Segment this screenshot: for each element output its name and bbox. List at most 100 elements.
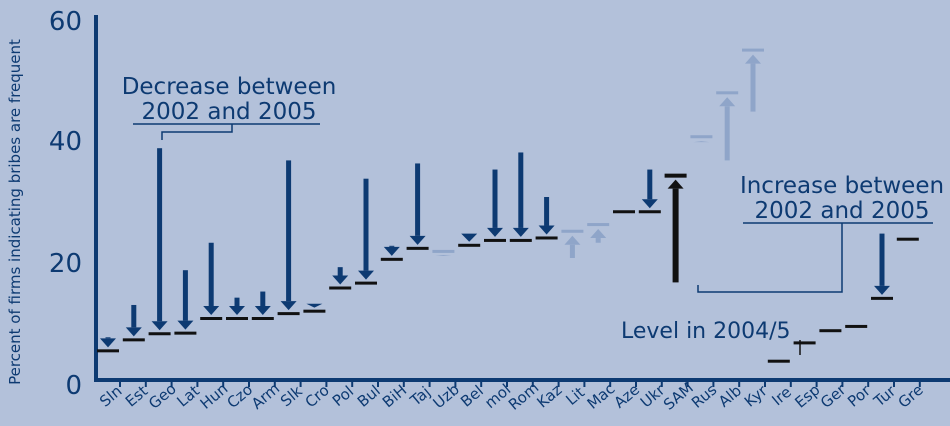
mark-bih [380,245,403,261]
arrowhead-est [125,327,142,337]
mark-tur [871,233,893,300]
level-czo [226,317,248,320]
mark-kyr [742,48,764,112]
level-bih [380,257,403,261]
arrowhead-rom [512,227,529,237]
arrowhead-arm [254,306,271,315]
mark-esp [793,341,816,345]
mark-gre [896,237,919,241]
level-mol [484,238,506,242]
level-taj [406,246,429,250]
mark-alb [716,91,739,161]
mark-kaz [535,197,558,240]
level-hun [200,317,223,320]
mark-por [845,324,868,328]
arrowhead-taj [409,235,426,245]
increase-annotation-line1: Increase between [740,173,944,199]
arrowhead-rus [693,141,710,143]
shaft-kaz [544,197,550,226]
arrowhead-bul [358,270,374,280]
shaft-pol [337,267,343,276]
shaft-bih [389,245,395,247]
arrowhead-pol [332,275,349,285]
mark-pol [329,267,352,290]
level-sln [97,349,119,353]
arrowhead-slk [280,301,297,311]
mark-bul [355,178,377,285]
arrowhead-sam [667,179,684,189]
level-sam [664,173,687,178]
shaft-tur [879,233,885,286]
level-rus [690,135,713,139]
mark-geo [148,148,171,336]
arrowhead-mol [487,227,503,237]
decrease-annotation-line1: Decrease between [122,74,337,100]
x-ticks [119,380,921,387]
level-ire [767,359,790,363]
shaft-rom [518,152,524,228]
arrowhead-lat [177,320,194,330]
mark-czo [226,297,248,320]
mark-aze [613,210,635,214]
data-marks [97,48,919,363]
shaft-sam [672,188,679,283]
level-por [845,324,868,328]
arrowhead-mac [590,229,607,239]
level-annotation: Level in 2004/5 [621,319,791,344]
mark-mol [484,169,506,242]
increase-annotation-bracket [697,222,933,293]
arrowhead-bel [461,233,478,242]
shaft-geo [157,148,163,322]
level-kyr [742,48,764,52]
arrowhead-geo [151,321,168,331]
shaft-sln [105,337,111,339]
shaft-ukr [647,169,653,200]
arrowhead-alb [719,97,736,107]
arrowhead-tur [874,285,890,295]
level-rom [509,238,532,242]
y-axis-label: Percent of firms indicating bribes are f… [6,39,24,385]
level-bul [355,281,377,285]
mark-slk [277,160,300,316]
level-lat [174,331,197,335]
level-aze [613,210,635,214]
decrease-annotation-line2: 2002 and 2005 [142,99,317,125]
mark-cro [303,303,326,313]
level-gre [896,237,919,241]
mark-rus [690,135,713,143]
shaft-est [131,304,137,328]
shaft-czo [234,297,240,306]
arrowhead-cro [306,303,323,308]
arrowhead-czo [229,306,245,315]
increase-annotation-line2: 2002 and 2005 [755,198,930,224]
level-geo [148,332,171,336]
y-tick-label-40: 40 [49,127,82,157]
shaft-lit [569,244,575,258]
mark-est [122,304,145,342]
shaft-slk [286,160,292,302]
mark-ukr [638,169,661,214]
mark-rom [509,152,532,242]
level-bel [458,243,481,247]
shaft-mol [492,169,498,228]
arrowhead-bih [383,246,400,256]
mark-sam [664,173,687,283]
shaft-hun [208,242,214,306]
mark-ire [767,359,790,363]
y-tick-label-20: 20 [49,249,82,279]
level-slk [277,312,300,316]
decrease-annotation-bracket [133,123,320,140]
level-pol [329,286,352,290]
level-ger [819,329,842,333]
level-alb [716,91,739,95]
arrowhead-kyr [745,54,761,64]
shaft-kyr [750,63,756,112]
mark-lat [174,270,197,335]
arrowhead-uzb [435,254,452,256]
level-lit [561,229,584,233]
mark-mac [587,223,610,243]
y-tick-label-60: 60 [49,7,82,37]
mark-arm [251,291,274,320]
level-est [122,338,145,342]
